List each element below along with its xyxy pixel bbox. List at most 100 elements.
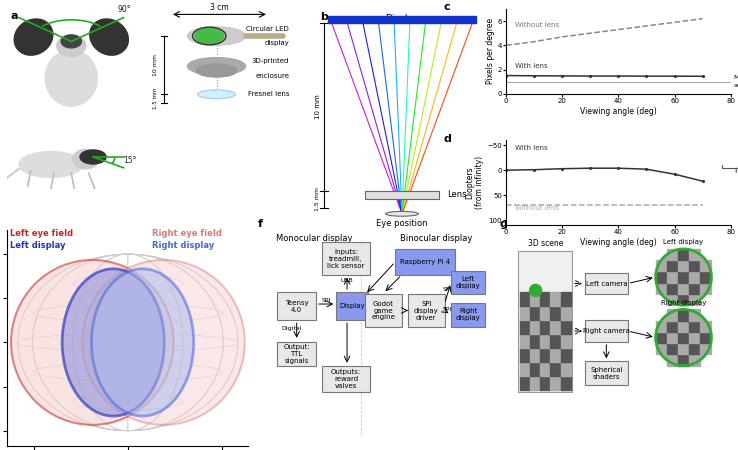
Text: Lens: Lens <box>447 190 466 199</box>
Bar <box>678 343 689 354</box>
Bar <box>666 294 678 305</box>
Bar <box>700 321 711 332</box>
Bar <box>666 283 678 294</box>
Bar <box>540 306 551 320</box>
FancyBboxPatch shape <box>585 320 628 342</box>
Text: USB: USB <box>341 278 354 283</box>
Ellipse shape <box>62 269 165 416</box>
FancyBboxPatch shape <box>408 294 444 327</box>
Ellipse shape <box>14 19 53 55</box>
Y-axis label: Pixels per degree: Pixels per degree <box>486 18 494 85</box>
Bar <box>365 191 439 199</box>
Ellipse shape <box>90 19 128 55</box>
Ellipse shape <box>57 35 86 57</box>
Y-axis label: Diopters
(from infinity): Diopters (from infinity) <box>465 156 484 209</box>
Text: b: b <box>320 12 328 22</box>
FancyBboxPatch shape <box>323 243 370 275</box>
Text: 3D-printed: 3D-printed <box>252 58 289 64</box>
Bar <box>551 292 561 306</box>
Bar <box>666 260 678 271</box>
Bar <box>561 320 571 334</box>
Bar <box>530 292 540 306</box>
Bar <box>666 271 678 283</box>
FancyBboxPatch shape <box>396 249 455 275</box>
Ellipse shape <box>198 90 235 99</box>
Bar <box>551 306 561 320</box>
Bar <box>540 292 551 306</box>
Text: Eye position: Eye position <box>376 219 428 228</box>
Bar <box>328 16 476 23</box>
Bar <box>655 260 666 271</box>
Bar <box>551 334 561 348</box>
Ellipse shape <box>196 64 237 77</box>
Bar <box>551 320 561 334</box>
Bar <box>540 320 551 334</box>
Bar <box>678 354 689 365</box>
Text: Outputs:
reward
valves: Outputs: reward valves <box>331 369 361 388</box>
Bar <box>561 292 571 306</box>
Bar <box>678 271 689 283</box>
Text: With lens: With lens <box>514 145 547 151</box>
Text: Display: Display <box>385 14 418 23</box>
Bar <box>530 376 540 391</box>
Bar <box>689 332 700 343</box>
Text: Godot
game
engine: Godot game engine <box>371 301 396 320</box>
Bar <box>655 271 666 283</box>
Text: 1.5 mm: 1.5 mm <box>315 187 320 212</box>
FancyBboxPatch shape <box>277 292 316 320</box>
Bar <box>678 321 689 332</box>
Bar <box>689 321 700 332</box>
Text: Right eye field: Right eye field <box>151 230 221 238</box>
Bar <box>689 343 700 354</box>
Text: Raspberry Pi 4: Raspberry Pi 4 <box>400 259 450 265</box>
Text: Circular LED: Circular LED <box>246 26 289 32</box>
Ellipse shape <box>92 269 193 416</box>
Text: Teensy
4.0: Teensy 4.0 <box>285 300 308 313</box>
Bar <box>666 249 678 260</box>
Text: Fresnel lens: Fresnel lens <box>248 91 289 97</box>
Bar <box>689 271 700 283</box>
Bar <box>520 320 530 334</box>
Bar <box>561 362 571 376</box>
Bar <box>678 310 689 321</box>
FancyBboxPatch shape <box>451 270 486 294</box>
Bar <box>700 343 711 354</box>
Text: Left display: Left display <box>663 239 703 245</box>
Ellipse shape <box>386 212 418 216</box>
Text: Left camera: Left camera <box>585 280 627 287</box>
Text: acuity: acuity <box>734 83 738 88</box>
Text: Spherical
shaders: Spherical shaders <box>590 367 623 380</box>
Circle shape <box>655 310 711 365</box>
Text: Right
display: Right display <box>456 308 480 321</box>
Bar <box>678 294 689 305</box>
Bar <box>700 260 711 271</box>
Bar <box>540 376 551 391</box>
Bar <box>666 354 678 365</box>
Ellipse shape <box>195 28 224 44</box>
Bar <box>519 251 572 392</box>
Ellipse shape <box>45 50 97 106</box>
Text: enclosure: enclosure <box>255 73 289 79</box>
Text: 3D scene: 3D scene <box>528 239 563 248</box>
Text: 10 mm: 10 mm <box>314 94 321 119</box>
Text: Display: Display <box>339 303 365 309</box>
Text: With lens: With lens <box>514 63 547 69</box>
Bar <box>689 294 700 305</box>
Bar <box>520 376 530 391</box>
Bar <box>561 376 571 391</box>
Circle shape <box>530 284 542 297</box>
Text: display: display <box>264 40 289 46</box>
Text: Mouse: Mouse <box>734 76 738 81</box>
Text: c: c <box>444 2 450 12</box>
Text: 10 mm: 10 mm <box>154 54 159 76</box>
Text: Monocular display: Monocular display <box>275 234 352 243</box>
Bar <box>520 306 530 320</box>
Bar <box>530 334 540 348</box>
FancyBboxPatch shape <box>451 303 486 327</box>
Bar <box>551 362 561 376</box>
Text: Without lens: Without lens <box>514 205 559 211</box>
Text: f: f <box>258 219 263 229</box>
FancyBboxPatch shape <box>277 342 316 365</box>
Text: g: g <box>499 219 507 229</box>
Text: Output:
TTL
signals: Output: TTL signals <box>283 344 310 364</box>
